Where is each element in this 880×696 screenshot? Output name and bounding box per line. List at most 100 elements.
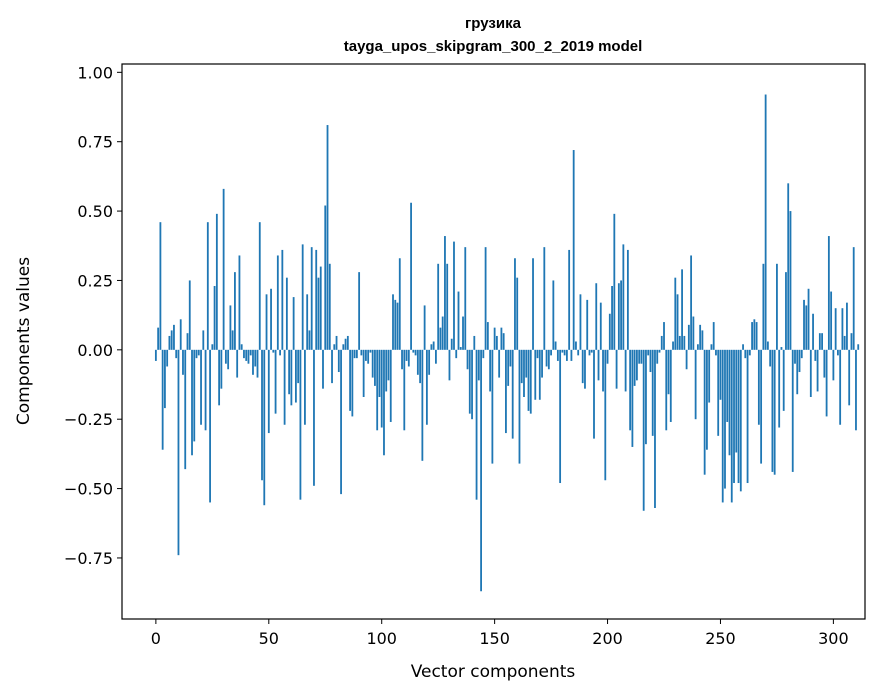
bar bbox=[746, 349, 749, 484]
bar bbox=[234, 272, 236, 350]
bar bbox=[306, 294, 309, 350]
bar bbox=[441, 316, 444, 350]
bar bbox=[737, 349, 740, 484]
bar bbox=[590, 349, 593, 353]
bar bbox=[699, 324, 702, 350]
bar bbox=[724, 349, 726, 489]
bar bbox=[832, 349, 835, 381]
bar bbox=[182, 349, 184, 375]
bar bbox=[511, 349, 514, 439]
bar bbox=[739, 349, 742, 492]
bar bbox=[335, 335, 338, 350]
bar bbox=[764, 94, 767, 350]
bar bbox=[498, 349, 501, 378]
bar bbox=[633, 349, 636, 386]
bar bbox=[773, 349, 776, 475]
bar bbox=[529, 349, 532, 414]
bar bbox=[416, 349, 419, 375]
bar bbox=[346, 335, 349, 350]
bar bbox=[541, 349, 543, 378]
bar bbox=[721, 349, 724, 503]
bar bbox=[672, 341, 674, 350]
bar bbox=[837, 349, 839, 356]
bar bbox=[726, 349, 729, 422]
bar bbox=[227, 349, 230, 370]
bar bbox=[204, 349, 207, 431]
bar bbox=[647, 349, 650, 356]
bar bbox=[683, 335, 686, 350]
bar bbox=[825, 349, 828, 417]
bar bbox=[340, 349, 342, 495]
bar bbox=[622, 244, 625, 350]
bar bbox=[459, 347, 462, 350]
bar bbox=[800, 349, 803, 359]
bar bbox=[229, 305, 232, 350]
bar bbox=[563, 349, 566, 356]
bar bbox=[249, 349, 252, 356]
bar bbox=[430, 344, 433, 350]
bar bbox=[407, 349, 410, 367]
bar bbox=[514, 258, 516, 350]
bar bbox=[480, 349, 482, 592]
bar bbox=[468, 349, 471, 414]
bar bbox=[787, 183, 790, 350]
bar bbox=[595, 283, 598, 350]
bar bbox=[581, 349, 584, 384]
bar bbox=[464, 247, 467, 350]
bar bbox=[527, 349, 530, 411]
bar bbox=[502, 333, 505, 350]
bar bbox=[803, 299, 805, 350]
bar bbox=[552, 280, 555, 350]
bar bbox=[841, 308, 844, 350]
bar bbox=[243, 349, 245, 359]
bar bbox=[197, 349, 200, 356]
bar bbox=[299, 349, 302, 500]
bar bbox=[206, 222, 209, 350]
bar bbox=[547, 349, 550, 370]
bar bbox=[830, 291, 833, 350]
bar bbox=[642, 349, 645, 511]
bar bbox=[771, 349, 774, 472]
bar bbox=[439, 327, 442, 350]
bar bbox=[843, 335, 846, 350]
bar bbox=[769, 349, 772, 367]
y-tick-label: 1.00 bbox=[77, 63, 113, 82]
bar bbox=[154, 349, 157, 361]
bar bbox=[186, 333, 189, 350]
bar bbox=[261, 349, 263, 481]
bar bbox=[651, 349, 654, 436]
bar bbox=[473, 335, 476, 350]
bar bbox=[457, 291, 460, 350]
bar bbox=[432, 341, 435, 350]
bar bbox=[620, 280, 622, 350]
bar bbox=[193, 349, 196, 442]
bar bbox=[319, 266, 322, 350]
bar bbox=[378, 349, 381, 397]
bar bbox=[252, 349, 254, 375]
bar bbox=[387, 349, 390, 381]
bar bbox=[753, 319, 756, 350]
bar bbox=[796, 349, 799, 395]
bar bbox=[331, 349, 333, 384]
bar bbox=[489, 349, 492, 392]
bar bbox=[678, 335, 681, 350]
bar bbox=[615, 349, 618, 389]
bar bbox=[392, 294, 394, 350]
bar bbox=[577, 349, 580, 356]
bar bbox=[812, 313, 814, 350]
bar bbox=[209, 349, 211, 503]
bar bbox=[545, 349, 548, 367]
bar bbox=[279, 349, 281, 356]
bar bbox=[288, 349, 291, 395]
bar bbox=[380, 349, 383, 428]
bar bbox=[245, 349, 248, 361]
bar bbox=[157, 327, 160, 350]
bar bbox=[505, 349, 507, 434]
x-tick-label: 150 bbox=[479, 629, 510, 648]
bar bbox=[412, 349, 415, 353]
bar bbox=[270, 288, 272, 350]
x-tick-label: 50 bbox=[259, 629, 279, 648]
bar bbox=[367, 349, 370, 364]
bar bbox=[403, 349, 406, 431]
bar bbox=[213, 286, 216, 350]
